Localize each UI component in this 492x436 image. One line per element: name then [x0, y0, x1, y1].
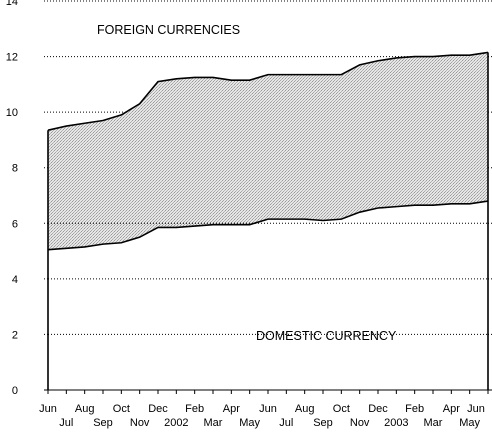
x-tick-label-bottom-10: Mar: [424, 417, 443, 429]
y-axis-ticks: 0 2 4 6 8 10 12 14: [6, 0, 18, 397]
y-tick-label-10: 10: [6, 107, 18, 119]
x-tick-label-bottom-11: May: [459, 417, 480, 429]
x-tick-label-bottom-7: Sep: [313, 417, 333, 429]
x-tick-label-bottom-5: May: [239, 417, 260, 429]
annotation-foreign-currencies: FOREIGN CURRENCIES: [97, 23, 240, 37]
y-tick-label-0: 0: [12, 385, 18, 397]
x-tick-label-bottom-3: 2002: [164, 417, 188, 429]
annotation-domestic-currency: DOMESTIC CURRENCY: [256, 329, 397, 343]
x-tick-label-top-8: Oct: [333, 403, 350, 415]
x-tick-label-bottom-2: Nov: [130, 417, 150, 429]
x-tick-label-top-5: Apr: [223, 403, 240, 415]
x-tick-label-top-2: Oct: [113, 403, 130, 415]
x-tick-label-top-3: Dec: [148, 403, 168, 415]
y-tick-label-6: 6: [12, 218, 18, 230]
y-tick-label-14: 14: [6, 0, 18, 8]
area-layer: [47, 51, 489, 390]
area-domestic-currency: [48, 201, 488, 390]
line-total: [47, 51, 489, 131]
x-tick-label-bottom-0: Jul: [59, 417, 73, 429]
x-tick-label-top-4: Feb: [185, 403, 204, 415]
line-domestic-currency: [47, 200, 489, 251]
x-tick-label-top-7: Aug: [295, 403, 315, 415]
x-tick-label-bottom-4: Mar: [204, 417, 223, 429]
x-tick-label-bottom-6: Jul: [279, 417, 293, 429]
y-tick-label-2: 2: [12, 329, 18, 341]
x-tick-label-top-1: Aug: [75, 403, 95, 415]
y-tick-label-8: 8: [12, 163, 18, 175]
x-tick-label-top-11: Apr: [443, 403, 460, 415]
x-tick-label-top-0: Jun: [39, 403, 57, 415]
area-foreign-currencies: [48, 52, 488, 250]
x-tick-label-top-12: Jun: [467, 403, 485, 415]
y-tick-label-4: 4: [12, 274, 18, 286]
x-axis-ticks: Jun Aug Oct Dec Feb Apr Jun Aug Oct Dec Feb Apr JunJ…: [39, 390, 489, 429]
y-tick-label-12: 12: [6, 52, 18, 64]
x-tick-label-top-10: Feb: [405, 403, 424, 415]
x-tick-label-top-6: Jun: [259, 403, 277, 415]
x-tick-label-bottom-9: 2003: [384, 417, 408, 429]
x-tick-label-bottom-8: Nov: [350, 417, 370, 429]
x-tick-label-bottom-1: Sep: [93, 417, 113, 429]
x-tick-label-top-9: Dec: [368, 403, 388, 415]
